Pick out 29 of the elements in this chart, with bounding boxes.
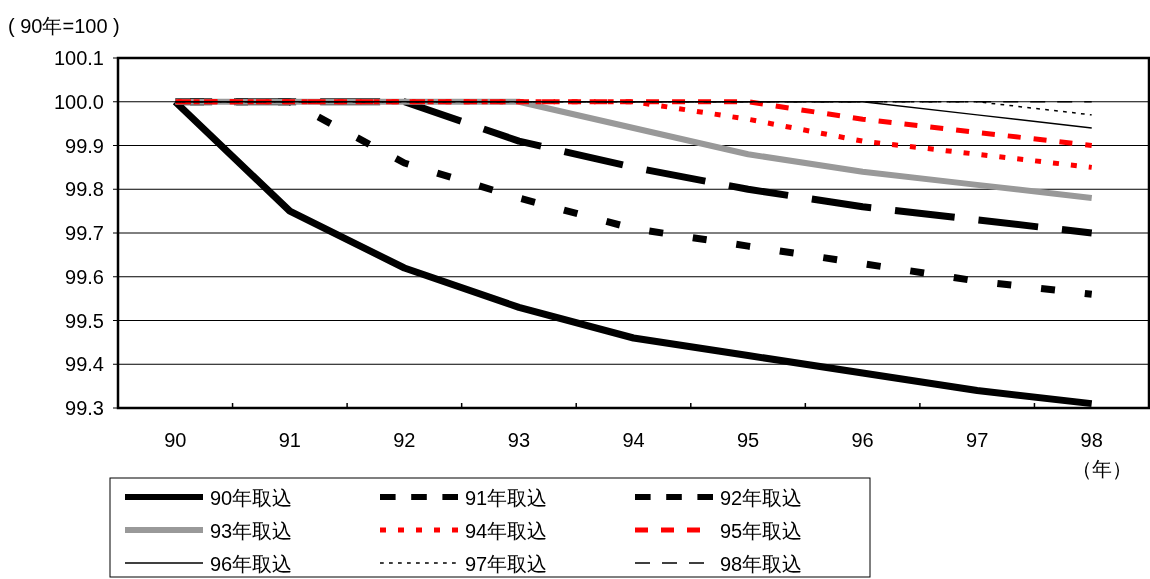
y-tick-label: 99.4	[65, 353, 104, 376]
x-tick-label: 90	[164, 429, 187, 451]
y-axis-title: ( 90年=100 )	[8, 15, 120, 37]
x-tick-label: 97	[966, 429, 989, 451]
legend-label: 96年取込	[210, 553, 293, 575]
x-tick-label: 95	[736, 429, 760, 451]
x-tick-label: 92	[393, 429, 416, 451]
x-tick-label: 98	[1080, 429, 1103, 451]
x-tick-label: 96	[851, 429, 874, 451]
y-tick-label: 100.1	[53, 47, 104, 69]
y-tick-label: 99.5	[65, 309, 104, 332]
y-tick-label: 99.9	[65, 134, 104, 157]
legend-label: 90年取込	[210, 487, 293, 509]
legend-label: 93年取込	[210, 520, 293, 542]
legend-label: 92年取込	[720, 487, 803, 509]
legend-label: 97年取込	[465, 553, 548, 575]
y-tick-label: 99.8	[65, 178, 104, 201]
y-tick-label: 99.3	[65, 397, 104, 419]
legend-label: 98年取込	[720, 553, 803, 575]
legend-label: 95年取込	[720, 520, 803, 542]
y-tick-label: 99.7	[65, 222, 104, 244]
y-tick-label: 99.6	[65, 265, 104, 288]
x-tick-label: 93	[507, 429, 531, 451]
x-tick-label: 91	[278, 429, 301, 451]
legend-label: 91年取込	[465, 487, 548, 509]
y-tick-label: 100.0	[53, 90, 104, 113]
x-tick-label: 94	[622, 429, 645, 451]
x-axis-title: （年）	[1071, 458, 1132, 480]
legend-label: 94年取込	[465, 520, 548, 542]
